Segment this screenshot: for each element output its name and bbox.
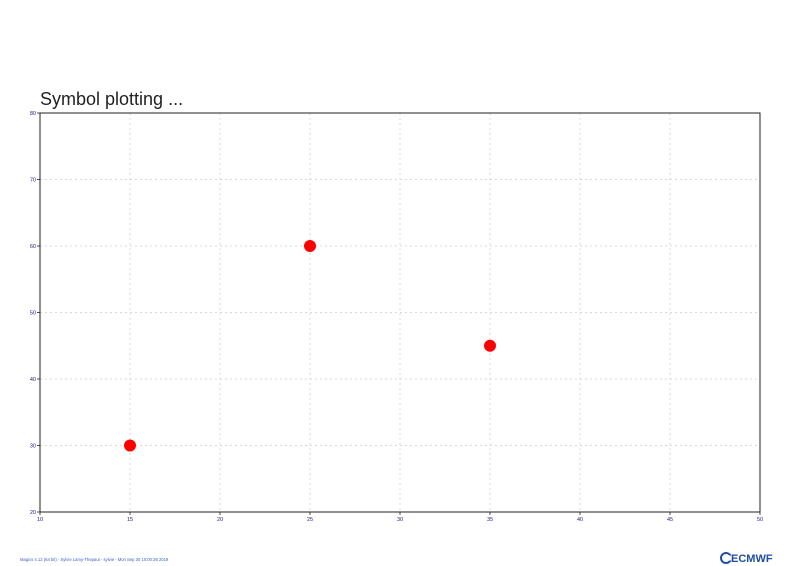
- ecmwf-logo-text: ECMWF: [731, 553, 773, 565]
- y-tick-label: 60: [30, 244, 36, 250]
- y-tick-label: 50: [30, 311, 36, 317]
- x-tick-label: 45: [667, 517, 673, 523]
- x-tick-label: 50: [757, 517, 763, 523]
- x-tick-label: 30: [397, 517, 403, 523]
- x-tick-label: 25: [307, 517, 313, 523]
- x-tick-label: 10: [37, 517, 43, 523]
- x-tick-label: 20: [217, 517, 223, 523]
- data-point: [304, 240, 316, 252]
- y-tick-label: 80: [30, 111, 36, 117]
- data-point: [124, 439, 136, 452]
- y-tick-label: 40: [30, 377, 36, 383]
- x-tick-label: 15: [127, 517, 133, 523]
- grid: [40, 113, 760, 512]
- ecmwf-logo-icon: [720, 552, 732, 564]
- data-point: [484, 339, 496, 352]
- y-tick-label: 30: [30, 444, 36, 450]
- chart-title: Symbol plotting ...: [40, 89, 183, 109]
- y-tick-label: 20: [30, 510, 36, 516]
- data-points: [124, 240, 496, 452]
- x-tick-label: 35: [487, 517, 493, 523]
- ecmwf-logo: ECMWF: [720, 552, 773, 565]
- x-tick-label: 40: [577, 517, 583, 523]
- axis-ticks: 10 15 20 25 30 35 40 45 50 20 30 40 50 60 70 80: [30, 111, 763, 523]
- y-tick-label: 70: [30, 178, 36, 184]
- footer-credit: Magics 4.12 (64 bit) - Sylvie Lamy-Thepa…: [20, 557, 169, 562]
